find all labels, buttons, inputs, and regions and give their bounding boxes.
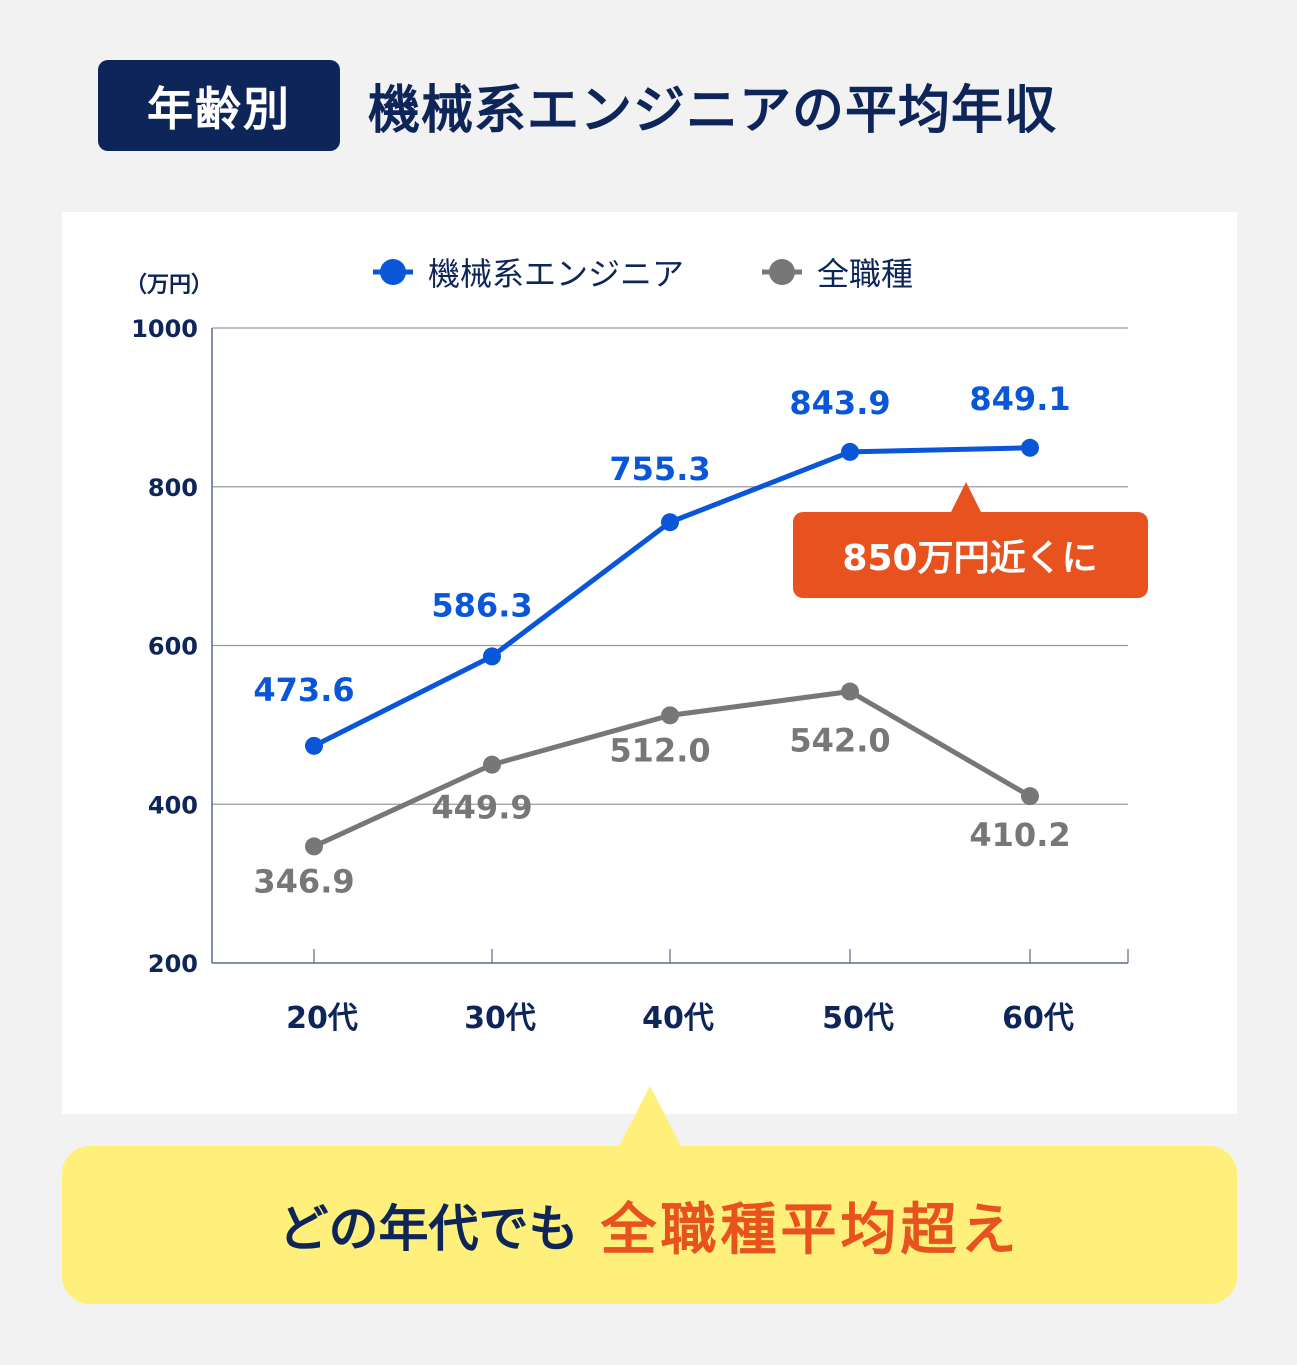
data-label: 512.0 [609,731,710,769]
callout-lead-text: どの年代でも [278,1200,579,1258]
y-tick-label: 200 [148,950,198,978]
chart-series: 473.6 586.3 755.3 843.9 849.1 346.9 449.9 512.0… [253,380,1070,901]
x-tick-label: 20代 [286,1001,358,1036]
data-label: 586.3 [431,586,532,624]
data-label: 346.9 [253,862,354,900]
data-label: 849.1 [969,380,1070,418]
x-tick-label: 50代 [822,1001,894,1036]
data-point [483,647,501,666]
callout-emphasis-text: 全職種平均超え [600,1197,1021,1263]
data-label: 410.2 [969,816,1070,854]
data-point [483,755,501,774]
chart-legend: 機械系エンジニア 全職種 [373,255,913,293]
line-chart: 200 400 600 800 1000 （万円） 20代 30代 40代 50代 60代 機械系エ… [125,255,1148,1036]
data-point [1021,787,1039,806]
callout-box: どの年代でも 全職種平均超え [62,1146,1237,1304]
y-tick-label: 800 [148,474,198,502]
data-label: 449.9 [431,789,532,827]
data-point [1021,438,1039,457]
data-label: 542.0 [789,722,890,760]
title-badge: 年齢別 [98,60,340,151]
data-point [841,682,859,701]
x-tick-label: 40代 [642,1001,714,1036]
summary-callout: どの年代でも 全職種平均超え [62,1086,1237,1304]
y-axis-unit: （万円） [125,273,213,298]
annotation-box [793,512,1148,598]
chart-axes: 200 400 600 800 1000 （万円） 20代 30代 40代 50代 60代 [125,273,1129,1036]
x-tick-label: 60代 [1002,1001,1074,1036]
data-point [841,442,859,461]
x-tick-label: 30代 [464,1001,536,1036]
chart-grid [212,327,1128,805]
annotation-label: 850万円近くに [842,538,1097,579]
callout-tail [618,1086,682,1148]
legend-label: 全職種 [817,255,913,293]
chart-annotation: 850万円近くに [793,482,1148,598]
y-tick-label: 1000 [131,315,198,343]
annotation-tail [950,482,982,514]
y-tick-label: 400 [148,791,198,819]
data-point [305,837,323,856]
data-label: 473.6 [253,671,354,709]
legend-label: 機械系エンジニア [428,255,684,293]
y-tick-label: 600 [148,633,198,661]
data-point [661,706,679,725]
data-label: 843.9 [789,384,890,422]
page-title: 機械系エンジニアの平均年収 [368,81,1058,141]
data-point [661,513,679,532]
legend-marker-icon [380,259,406,285]
data-label: 755.3 [609,450,710,488]
legend-marker-icon [769,259,795,285]
data-point [305,736,323,755]
